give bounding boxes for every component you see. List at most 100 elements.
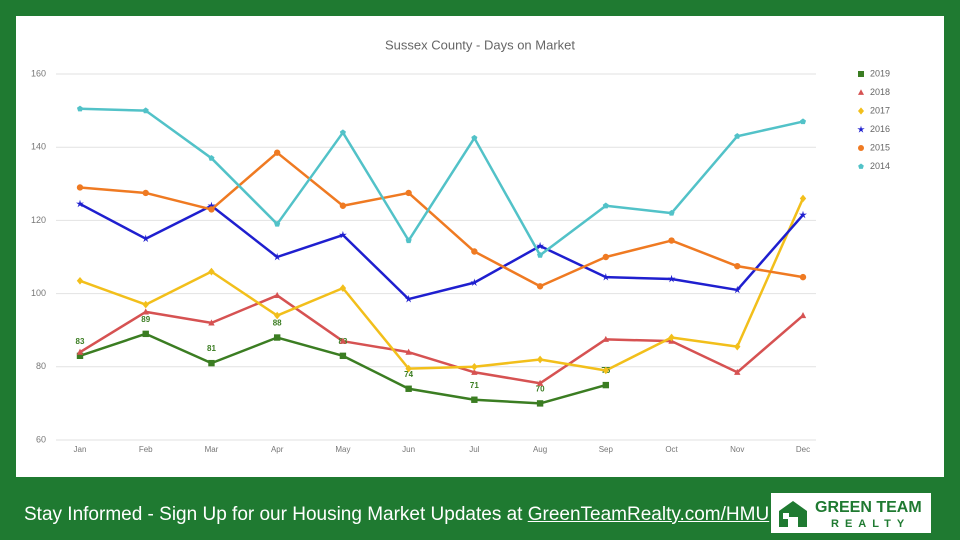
legend-label: 2016 bbox=[870, 124, 890, 134]
chart-title: Sussex County - Days on Market bbox=[385, 37, 575, 52]
point-marker bbox=[734, 342, 741, 351]
logo-house bbox=[779, 501, 807, 527]
point-marker bbox=[799, 312, 807, 319]
point-marker bbox=[405, 348, 412, 355]
point-marker bbox=[208, 267, 215, 276]
legend-label: 2015 bbox=[870, 142, 890, 152]
point-marker bbox=[76, 105, 84, 112]
point-marker bbox=[208, 359, 215, 367]
data-label: 71 bbox=[470, 381, 479, 390]
x-tick-label: Jul bbox=[469, 445, 479, 454]
point-marker bbox=[207, 201, 216, 210]
point-marker bbox=[405, 385, 412, 392]
series-line bbox=[79, 197, 805, 372]
point-marker bbox=[141, 234, 150, 243]
legend-label: 2018 bbox=[870, 87, 890, 97]
point-marker bbox=[339, 284, 347, 292]
x-tick-label: Jun bbox=[402, 445, 415, 454]
point-marker bbox=[405, 364, 412, 373]
point-marker bbox=[602, 366, 610, 375]
point-marker bbox=[273, 334, 281, 341]
point-marker bbox=[536, 241, 545, 250]
point-marker bbox=[208, 206, 215, 213]
x-tick-label: Nov bbox=[730, 445, 744, 454]
point-marker bbox=[471, 248, 478, 255]
legend-marker bbox=[858, 89, 864, 95]
data-label: 70 bbox=[536, 385, 545, 394]
point-marker bbox=[273, 149, 281, 156]
x-tick-label: Mar bbox=[205, 445, 219, 454]
point-marker bbox=[536, 400, 544, 407]
point-marker bbox=[471, 368, 478, 375]
point-marker bbox=[734, 368, 741, 375]
y-tick-label: 160 bbox=[31, 68, 46, 78]
y-tick-label: 100 bbox=[31, 288, 46, 298]
point-marker bbox=[338, 230, 347, 239]
point-marker bbox=[799, 118, 807, 125]
point-marker bbox=[339, 352, 347, 360]
logo-line2: REALTY bbox=[831, 518, 910, 530]
point-marker bbox=[142, 107, 149, 114]
point-marker bbox=[76, 184, 84, 191]
x-tick-label: Jan bbox=[74, 445, 87, 454]
point-marker bbox=[799, 273, 807, 281]
point-marker bbox=[208, 154, 215, 161]
point-marker bbox=[142, 189, 149, 197]
legend-marker bbox=[858, 145, 864, 151]
point-marker bbox=[537, 251, 544, 258]
point-marker bbox=[273, 291, 281, 298]
point-marker bbox=[536, 283, 544, 290]
point-marker bbox=[273, 252, 282, 261]
point-marker bbox=[142, 300, 149, 309]
point-marker bbox=[799, 194, 807, 203]
point-marker bbox=[470, 278, 479, 286]
x-tick-label: Aug bbox=[533, 445, 547, 454]
data-label: 81 bbox=[207, 344, 216, 353]
point-marker bbox=[142, 330, 149, 338]
point-marker bbox=[602, 253, 610, 261]
series-line bbox=[79, 202, 804, 301]
logo-line1: GREEN TEAM bbox=[815, 499, 922, 516]
point-marker bbox=[339, 202, 347, 209]
point-marker bbox=[668, 209, 675, 216]
point-marker bbox=[602, 202, 609, 209]
data-label: 83 bbox=[76, 337, 85, 346]
footer-text: Stay Informed - Sign Up for our Housing … bbox=[24, 504, 523, 525]
point-marker bbox=[471, 396, 478, 403]
x-tick-label: Sep bbox=[599, 445, 614, 454]
point-marker bbox=[734, 262, 741, 270]
point-marker bbox=[273, 311, 281, 320]
legend-marker bbox=[857, 125, 865, 133]
point-marker bbox=[668, 237, 675, 244]
point-marker bbox=[404, 294, 413, 303]
point-marker bbox=[76, 348, 84, 355]
x-tick-label: May bbox=[335, 445, 350, 454]
x-tick-label: Oct bbox=[665, 445, 678, 454]
point-marker bbox=[471, 134, 478, 141]
x-tick-label: Apr bbox=[271, 445, 284, 454]
point-marker bbox=[667, 274, 676, 283]
point-marker bbox=[76, 276, 84, 285]
chart: Sussex County - Days on Market 60 80 100 12… bbox=[31, 37, 890, 454]
series-line bbox=[79, 107, 804, 257]
point-marker bbox=[405, 237, 412, 244]
point-marker bbox=[142, 308, 149, 315]
point-marker bbox=[339, 337, 347, 344]
legend-label: 2019 bbox=[870, 68, 890, 78]
footer-link[interactable]: GreenTeamRealty.com/HMU bbox=[527, 504, 770, 525]
legend-marker bbox=[858, 71, 864, 77]
legend-marker bbox=[858, 107, 864, 115]
x-tick-label: Dec bbox=[796, 445, 810, 454]
footer: Stay Informed - Sign Up for our Housing … bbox=[24, 504, 769, 526]
chart-panel: Sussex County - Days on Market 60 80 100 12… bbox=[16, 16, 944, 477]
point-marker bbox=[602, 335, 610, 342]
point-marker bbox=[602, 381, 610, 389]
point-marker bbox=[405, 189, 412, 197]
point-marker bbox=[601, 272, 610, 281]
legend-label: 2014 bbox=[870, 161, 890, 171]
point-marker bbox=[339, 129, 346, 136]
x-tick-label: Feb bbox=[139, 445, 153, 454]
point-marker bbox=[274, 220, 281, 227]
point-marker bbox=[733, 285, 742, 294]
data-label: 74 bbox=[404, 370, 413, 379]
